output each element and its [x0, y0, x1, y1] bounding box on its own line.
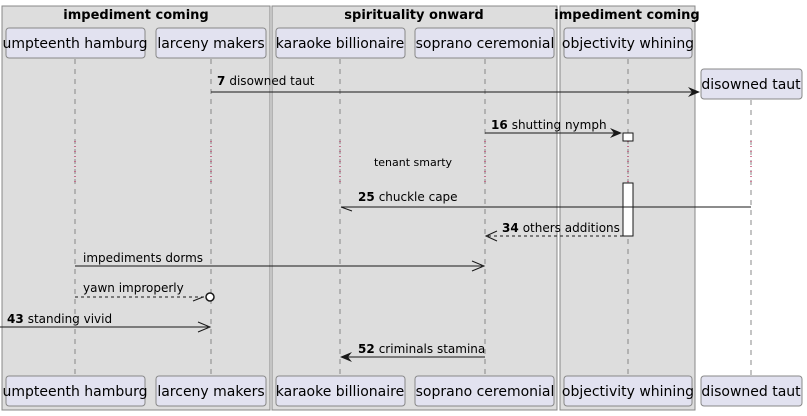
participant-label: karaoke billionaire: [276, 384, 404, 400]
message-43: 43 standing vivid: [0, 312, 212, 333]
participant-label: soprano ceremonial: [416, 36, 555, 52]
participant-objectivity-whining-bottom: objectivity whining: [562, 375, 694, 407]
participant-soprano-ceremonial-bottom: soprano ceremonial: [414, 375, 555, 407]
message-label: impediments dorms: [83, 251, 203, 265]
message-25: 25 chuckle cape: [340, 190, 751, 212]
participant-label: disowned taut: [701, 77, 801, 93]
group-box-title: impediment coming: [63, 8, 208, 23]
group-box-spirituality-onward: spirituality onward: [271, 5, 558, 411]
activation-bar: [622, 132, 634, 142]
participant-karaoke-billionaire-top: karaoke billionaire: [275, 27, 406, 59]
participant-karaoke-billionaire-bottom: karaoke billionaire: [275, 375, 406, 407]
message-label: 52 criminals stamina: [358, 342, 485, 356]
participant-umpteenth-hamburg-bottom: umpteenth hamburg: [2, 375, 148, 407]
group-box-impediment-coming-left: impediment coming: [1, 5, 271, 411]
message-text: shutting nymph: [512, 118, 607, 132]
participant-label: umpteenth hamburg: [2, 36, 147, 52]
participant-larceny-makers-top: larceny makers: [155, 27, 267, 59]
participant-disowned-taut-created: disowned taut: [700, 68, 803, 100]
participant-label: objectivity whining: [562, 384, 694, 400]
message-label: 43 standing vivid: [7, 312, 112, 326]
divider: tenant smarty: [74, 141, 752, 182]
participant-umpteenth-hamburg-top: umpteenth hamburg: [2, 27, 148, 59]
message-label: 25 chuckle cape: [358, 190, 458, 204]
message-text: criminals stamina: [379, 342, 486, 356]
divider-label: tenant smarty: [374, 156, 453, 169]
message-label: yawn improperly: [83, 281, 184, 295]
group-box-title: spirituality onward: [344, 8, 483, 23]
message-number: 34: [502, 221, 519, 235]
message-label: 7 disowned taut: [217, 74, 315, 88]
participant-label: larceny makers: [157, 384, 264, 400]
participant-larceny-makers-bottom: larceny makers: [155, 375, 267, 407]
participant-disowned-taut-bottom: disowned taut: [700, 375, 803, 407]
message-34: 34 others additions: [484, 221, 623, 242]
message-text: disowned taut: [229, 74, 314, 88]
message-text: others additions: [523, 221, 620, 235]
message-7: 7 disowned taut: [211, 74, 700, 97]
participant-soprano-ceremonial-top: soprano ceremonial: [414, 27, 555, 59]
message-16: 16 shutting nymph: [485, 118, 622, 138]
message-52: 52 criminals stamina: [340, 342, 485, 362]
message-number: 7: [217, 74, 225, 88]
participant-label: disowned taut: [701, 384, 801, 400]
message-impediments-dorms: impediments dorms: [75, 251, 486, 272]
lifelines: [74, 59, 752, 375]
group-box-title: impediment coming: [554, 8, 699, 23]
message-number: 43: [7, 312, 24, 326]
participant-label: objectivity whining: [562, 36, 694, 52]
divider-dots: [74, 141, 752, 182]
message-number: 25: [358, 190, 375, 204]
participant-label: larceny makers: [157, 36, 264, 52]
participant-objectivity-whining-top: objectivity whining: [562, 27, 694, 59]
message-text: chuckle cape: [379, 190, 458, 204]
participant-label: soprano ceremonial: [416, 384, 555, 400]
message-yawn-improperly: yawn improperly: [75, 281, 215, 302]
participant-label: karaoke billionaire: [276, 36, 404, 52]
message-number: 16: [491, 118, 508, 132]
activation-bar: [622, 182, 634, 237]
participant-label: umpteenth hamburg: [2, 384, 147, 400]
message-label: 34 others additions: [502, 221, 620, 235]
message-text: standing vivid: [28, 312, 112, 326]
message-label: 16 shutting nymph: [491, 118, 607, 132]
message-number: 52: [358, 342, 375, 356]
